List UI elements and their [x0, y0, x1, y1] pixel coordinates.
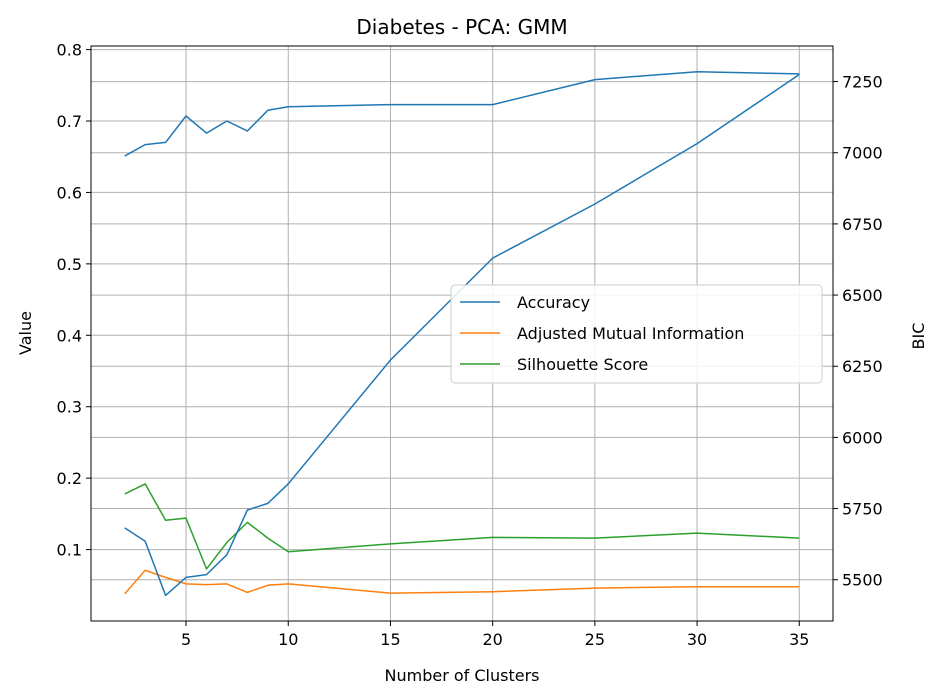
- y2-tick-label: 6750: [842, 215, 883, 234]
- plot-frame: [90, 45, 834, 622]
- y-axis-ticks: 0.1 0.2 0.3 0.4 0.5 0.6 0.7 0.8: [57, 41, 91, 560]
- legend-entry: Adjusted Mutual Information: [517, 324, 744, 343]
- y2-tick-label: 5500: [842, 571, 883, 590]
- y2-tick-label: 6000: [842, 428, 883, 447]
- y-tick-label: 0.8: [57, 41, 82, 60]
- legend: Accuracy Adjusted Mutual Information Silho…: [450, 284, 823, 384]
- series-line-1: [124, 569, 800, 595]
- y2-tick-label: 7000: [842, 144, 883, 163]
- x-axis-ticks: 5 10 15 20 25 30 35: [181, 621, 809, 649]
- series-line-2: [124, 483, 800, 570]
- legend-frame: [450, 284, 823, 384]
- legend-entry: Silhouette Score: [517, 355, 648, 374]
- x-tick-label: 10: [278, 630, 298, 649]
- y-axis-label: Value: [16, 311, 35, 355]
- y2-axis-label: BIC: [909, 323, 928, 350]
- x-axis-label: Number of Clusters: [385, 666, 540, 685]
- x-tick-label: 25: [585, 630, 605, 649]
- y2-axis-ticks: 5500 5750 6000 6250 6500 6750 7000 7250: [833, 73, 883, 590]
- x-tick-label: 20: [482, 630, 502, 649]
- series-line-0: [124, 70, 800, 157]
- x-tick-label: 5: [181, 630, 191, 649]
- y2-tick-label: 5750: [842, 500, 883, 519]
- y2-tick-label: 7250: [842, 73, 883, 92]
- y-tick-label: 0.6: [57, 183, 82, 202]
- y-tick-label: 0.5: [57, 255, 82, 274]
- y2-tick-label: 6250: [842, 357, 883, 376]
- y2-tick-label: 6500: [842, 286, 883, 305]
- y-tick-label: 0.2: [57, 469, 82, 488]
- y-tick-label: 0.4: [57, 326, 82, 345]
- series-line-3: [124, 73, 800, 597]
- x-tick-label: 15: [380, 630, 400, 649]
- x-tick-label: 30: [687, 630, 707, 649]
- legend-entry: Accuracy: [517, 293, 590, 312]
- y-tick-label: 0.7: [57, 112, 82, 131]
- y-tick-label: 0.3: [57, 398, 82, 417]
- x-tick-label: 35: [789, 630, 809, 649]
- chart-title: Diabetes - PCA: GMM: [356, 15, 567, 39]
- plot-lines: [124, 70, 800, 597]
- y-tick-label: 0.1: [57, 541, 82, 560]
